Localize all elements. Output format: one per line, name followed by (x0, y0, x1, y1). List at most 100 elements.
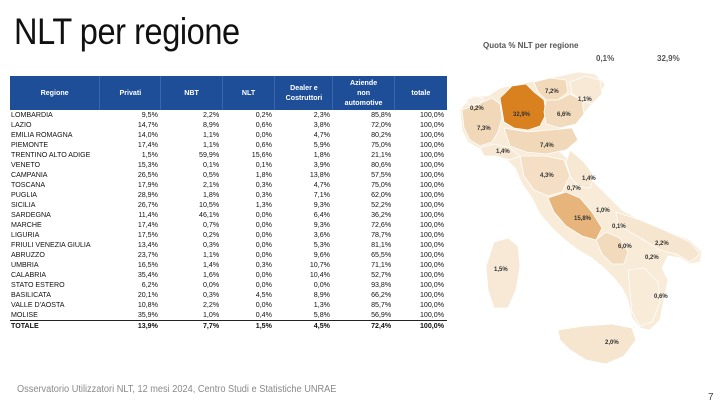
cell-value: 0,2% (202, 231, 220, 239)
table-row: PIEMONTE 17,4% 1,1% 0,6% 5,9% 75,0% 100,0% (10, 140, 447, 150)
cell-value: 52,7% (371, 271, 392, 279)
page-title: NLT per regione (14, 11, 240, 52)
cell-value: 0,4% (255, 311, 272, 319)
map-label-emilia: 7,4% (540, 143, 554, 149)
cell-value: 0,3% (202, 291, 220, 299)
table-row: LOMBARDIA 9,5% 2,2% 0,2% 2,3% 85,8% 100,0% (10, 110, 447, 120)
map-label-calabria: 0,6% (654, 294, 668, 300)
cell-value: 1,8% (202, 191, 220, 199)
cell-value: 11,4% (138, 211, 158, 219)
header-totale: totale (393, 76, 447, 110)
map-label-marche: 1,4% (582, 176, 596, 182)
map-region-trentino (533, 77, 569, 101)
cell-value: 56,9% (371, 311, 392, 319)
cell-value: 2,2% (202, 301, 220, 309)
table-row: VENETO 15,3% 0,1% 0,1% 3,9% 80,6% 100,0% (10, 160, 447, 170)
map-label-basilicata: 0,2% (645, 255, 659, 261)
cell-total-value: 1,5% (222, 320, 275, 331)
cell-value: 0,0% (313, 281, 330, 289)
map-label-piemonte: 7,3% (477, 126, 491, 132)
cell-value: 0,0% (255, 301, 272, 309)
cell-value: 26,5% (137, 171, 158, 179)
cell-value: 100,0% (419, 291, 444, 299)
table-row: SARDEGNA 11,4% 46,1% 0,0% 6,4% 36,2% 100,0% (10, 210, 447, 220)
map-label-veneto: 6,6% (557, 112, 571, 118)
cell-region: MOLISE (11, 311, 38, 319)
cell-value: 100,0% (419, 201, 444, 209)
cell-value: 46,1% (199, 211, 220, 219)
legend-min-label: 0,1% (596, 54, 615, 63)
map-label-lombardia: 32,9% (513, 112, 531, 118)
cell-value: 1,1% (202, 131, 220, 139)
cell-value: 9,5% (141, 111, 158, 119)
table-row: BASILICATA 20,1% 0,3% 4,5% 8,9% 66,2% 100,0% (10, 290, 447, 300)
cell-value: 28,9% (137, 191, 158, 199)
cell-value: 100,0% (419, 141, 444, 149)
cell-value: 85,7% (371, 301, 392, 309)
cell-value: 0,3% (202, 241, 220, 249)
cell-value: 1,5% (141, 151, 158, 159)
table-row: STATO ESTERO 6,2% 0,0% 0,0% 0,0% 93,8% 100,0% (10, 280, 447, 290)
map-region-sardegna (485, 237, 521, 309)
cell-value: 0,0% (255, 281, 272, 289)
cell-value: 3,8% (313, 121, 330, 129)
cell-value: 0,0% (255, 251, 272, 259)
cell-value: 8,9% (202, 121, 220, 129)
cell-region: ABRUZZO (11, 251, 45, 259)
header-regione: Regione (10, 76, 100, 110)
cell-value: 52,2% (371, 201, 392, 209)
cell-value: 7,1% (313, 191, 330, 199)
map-label-lazio: 15,8% (574, 216, 592, 222)
cell-value: 100,0% (419, 131, 444, 139)
cell-total-label: TOTALE (10, 320, 100, 331)
cell-region: VENETO (11, 161, 41, 169)
cell-region: BASILICATA (11, 291, 51, 299)
cell-value: 100,0% (419, 111, 444, 119)
table-row: TOSCANA 17,9% 2,1% 0,3% 4,7% 75,0% 100,0% (10, 180, 447, 190)
cell-value: 20,1% (137, 291, 158, 299)
cell-value: 0,0% (255, 271, 272, 279)
cell-value: 100,0% (419, 241, 444, 249)
cell-value: 100,0% (419, 221, 444, 229)
cell-value: 100,0% (419, 251, 444, 259)
cell-value: 10,4% (309, 271, 330, 279)
cell-value: 59,9% (199, 151, 220, 159)
cell-value: 13,8% (309, 171, 330, 179)
table-total-row: TOTALE 13,9% 7,7% 1,5% 4,5% 72,4% 100,0% (10, 320, 447, 331)
cell-region: CALABRIA (11, 271, 47, 279)
cell-value: 80,2% (371, 131, 392, 139)
cell-value: 6,4% (313, 211, 330, 219)
cell-value: 1,1% (202, 251, 220, 259)
cell-value: 0,6% (255, 141, 272, 149)
legend-max-label: 32,9% (657, 54, 680, 63)
cell-value: 17,5% (137, 231, 158, 239)
cell-value: 17,4% (137, 141, 158, 149)
cell-value: 0,2% (255, 111, 272, 119)
cell-value: 72,0% (371, 121, 392, 129)
footer-source: Osservatorio Utilizzatori NLT, 12 mesi 2… (17, 384, 337, 395)
cell-value: 36,2% (371, 211, 392, 219)
cell-value: 9,6% (313, 251, 330, 259)
cell-value: 3,9% (313, 161, 330, 169)
cell-value: 85,8% (371, 111, 392, 119)
map-label-campania: 6,0% (618, 244, 632, 250)
map-label-umbria: 0,7% (567, 186, 581, 192)
cell-value: 66,2% (371, 291, 392, 299)
cell-value: 1,6% (202, 271, 220, 279)
cell-total-value: 72,4% (332, 320, 395, 331)
cell-value: 35,9% (137, 311, 158, 319)
cell-value: 65,5% (371, 251, 392, 259)
cell-value: 6,2% (141, 281, 158, 289)
cell-value: 0,0% (255, 131, 272, 139)
map-region-lazio (547, 191, 603, 241)
cell-value: 0,0% (255, 211, 272, 219)
cell-value: 75,0% (371, 181, 392, 189)
cell-value: 16,5% (137, 261, 158, 269)
cell-value: 80,6% (371, 161, 392, 169)
cell-value: 62,0% (371, 191, 392, 199)
cell-value: 13,4% (137, 241, 158, 249)
header-nlt: NLT (221, 76, 275, 110)
cell-region: SICILIA (11, 201, 36, 209)
cell-total-value: 4,5% (274, 320, 333, 331)
